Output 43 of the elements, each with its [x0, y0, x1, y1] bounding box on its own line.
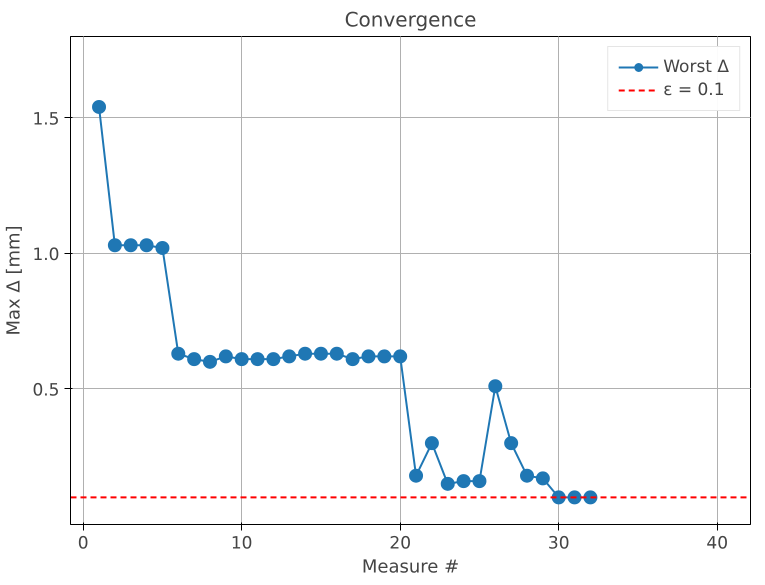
point — [520, 468, 534, 483]
y-axis-title: Max Δ [mm] — [3, 225, 24, 336]
x-axis-title: Measure # — [362, 556, 460, 578]
x-tick-label: 40 — [706, 534, 728, 554]
legend-label: ε = 0.1 — [663, 80, 725, 100]
point — [298, 346, 312, 361]
point — [108, 238, 122, 252]
point — [171, 346, 186, 361]
point — [488, 379, 502, 394]
point — [202, 354, 217, 369]
x-tick-label: 30 — [548, 534, 570, 554]
point — [346, 352, 360, 366]
point — [314, 346, 328, 361]
point — [234, 352, 249, 366]
point — [377, 349, 392, 364]
y-tick-label: 1.0 — [32, 244, 60, 265]
point — [155, 240, 170, 255]
y-tick-label: 0.5 — [32, 380, 60, 400]
point — [330, 346, 344, 361]
point — [124, 238, 138, 252]
point — [393, 349, 408, 364]
point — [536, 471, 550, 486]
y-tick-label: 1.5 — [32, 109, 60, 130]
x-tick-label: 0 — [78, 534, 89, 554]
point — [92, 100, 106, 114]
point — [140, 238, 154, 252]
point — [266, 352, 280, 366]
point — [361, 349, 376, 364]
point — [218, 349, 233, 364]
point — [504, 436, 518, 450]
x-tick-label: 20 — [389, 534, 412, 554]
point — [424, 436, 439, 450]
legend-label: Worst Δ — [663, 57, 729, 77]
point — [456, 474, 471, 488]
point — [250, 352, 265, 366]
x-tick-label: 10 — [230, 534, 253, 554]
point — [409, 468, 424, 483]
point — [472, 474, 486, 488]
chart-title: Convergence — [344, 8, 476, 32]
point — [568, 490, 582, 504]
point — [440, 476, 455, 491]
point — [187, 352, 202, 366]
point — [282, 349, 296, 364]
